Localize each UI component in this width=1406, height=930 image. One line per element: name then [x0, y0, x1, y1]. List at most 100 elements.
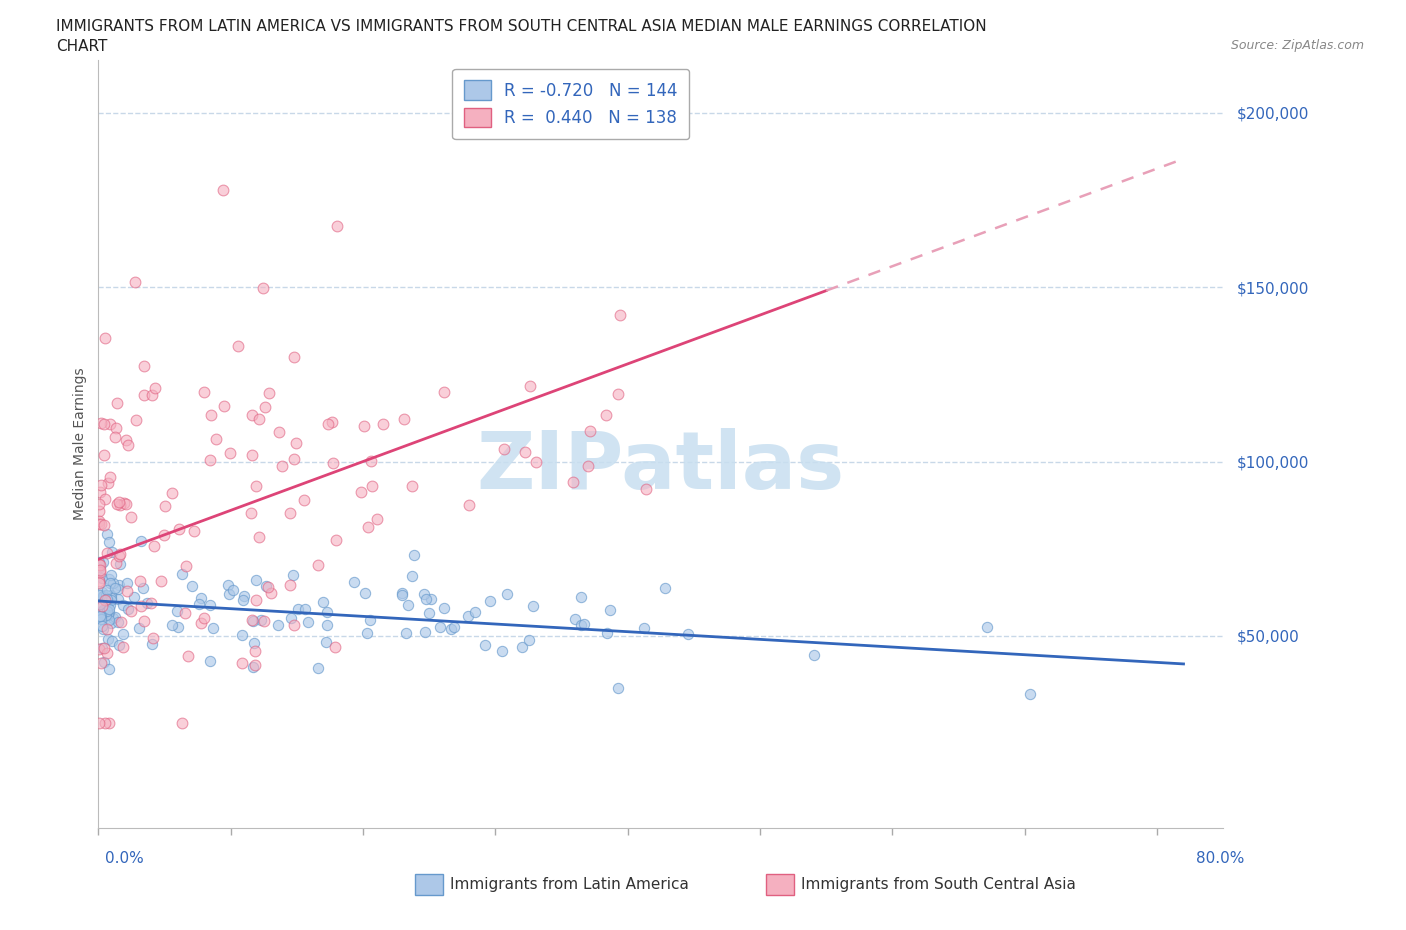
Point — [360, 478, 382, 493]
Point — [107, 615, 129, 630]
Point — [96, 582, 118, 597]
Point — [240, 505, 263, 520]
Point — [97, 475, 120, 490]
Point — [283, 618, 305, 632]
Point — [112, 496, 135, 511]
Point — [396, 598, 419, 613]
Point — [117, 584, 139, 599]
Point — [94, 603, 117, 618]
Point — [143, 381, 166, 396]
Point — [89, 517, 111, 532]
Point — [107, 548, 129, 563]
Point — [599, 603, 621, 618]
Point — [89, 556, 111, 571]
Point — [105, 497, 128, 512]
Point — [457, 608, 479, 623]
Point — [87, 497, 110, 512]
Point — [98, 576, 121, 591]
Point — [97, 593, 120, 608]
Point — [245, 644, 267, 658]
Point — [90, 517, 112, 532]
Point — [120, 510, 142, 525]
Point — [283, 452, 305, 467]
Point — [90, 477, 112, 492]
Point — [433, 601, 456, 616]
Point — [247, 412, 270, 427]
Point — [240, 447, 263, 462]
Point — [124, 413, 146, 428]
Point — [391, 586, 413, 601]
Point — [90, 611, 112, 626]
Point — [1018, 686, 1040, 701]
Point — [606, 681, 628, 696]
Point — [93, 447, 115, 462]
Point — [419, 591, 441, 606]
Point — [103, 611, 125, 626]
Point — [280, 611, 302, 626]
Point — [117, 438, 139, 453]
Point — [180, 578, 202, 593]
Point — [89, 560, 111, 575]
Point — [170, 716, 193, 731]
Point — [401, 568, 423, 583]
Point — [89, 565, 111, 579]
Point — [132, 358, 155, 373]
Point — [326, 219, 349, 233]
Point — [402, 548, 425, 563]
Point — [87, 716, 110, 731]
Point — [242, 659, 264, 674]
Point — [94, 592, 117, 607]
Point — [129, 534, 152, 549]
Point — [440, 622, 463, 637]
Point — [128, 620, 150, 635]
Point — [89, 485, 111, 499]
Point — [104, 610, 127, 625]
Point — [94, 330, 117, 345]
Point — [97, 604, 120, 619]
Point — [141, 636, 163, 651]
Point — [98, 602, 121, 617]
Point — [569, 590, 592, 604]
Point — [100, 591, 122, 605]
Point — [415, 591, 437, 606]
Text: 0.0%: 0.0% — [105, 851, 145, 866]
Point — [391, 588, 413, 603]
Point — [100, 592, 122, 607]
Point — [93, 605, 115, 620]
Point — [112, 627, 135, 642]
Point — [97, 571, 120, 586]
Point — [90, 598, 112, 613]
Point — [479, 593, 502, 608]
Point — [129, 574, 152, 589]
Point — [250, 613, 273, 628]
Point — [174, 605, 197, 620]
Point — [162, 618, 184, 632]
Point — [356, 626, 378, 641]
Point — [211, 183, 233, 198]
Point — [108, 495, 131, 510]
Point — [190, 591, 212, 605]
Point — [100, 544, 122, 559]
Point — [94, 608, 117, 623]
Point — [103, 429, 125, 444]
Point — [357, 520, 380, 535]
Point — [87, 574, 110, 589]
Point — [606, 387, 628, 402]
Point — [292, 493, 315, 508]
Point — [91, 571, 114, 586]
Point — [278, 578, 301, 592]
Point — [93, 588, 115, 603]
Point — [89, 563, 111, 578]
Point — [366, 512, 388, 526]
Point — [458, 498, 481, 512]
Point — [100, 616, 122, 631]
Point — [245, 593, 267, 608]
Text: Immigrants from Latin America: Immigrants from Latin America — [450, 877, 689, 892]
Point — [142, 631, 165, 645]
Point — [141, 387, 163, 402]
Point — [359, 613, 381, 628]
Text: IMMIGRANTS FROM LATIN AMERICA VS IMMIGRANTS FROM SOUTH CENTRAL ASIA MEDIAN MALE : IMMIGRANTS FROM LATIN AMERICA VS IMMIGRA… — [56, 19, 987, 33]
Point — [321, 415, 343, 430]
Point — [595, 408, 617, 423]
Point — [232, 592, 254, 607]
